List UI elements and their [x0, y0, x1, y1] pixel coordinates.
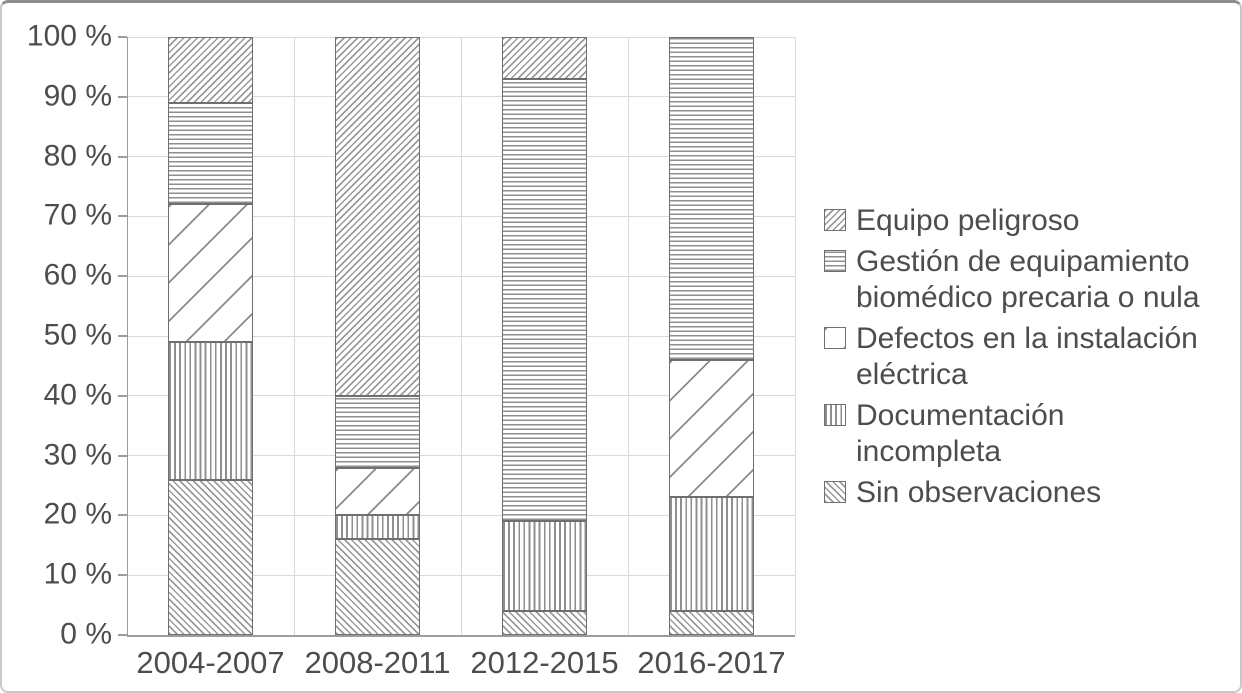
legend-item-gesti-n-de-equipamiento-biom-dico-precaria-o-nula: Gestión de equipamiento biomédico precari…	[824, 244, 1200, 316]
y-axis-tick	[118, 155, 127, 158]
legend-item-sin-observaciones: Sin observaciones	[824, 475, 1200, 511]
segment-documentaci-n-incompleta	[335, 515, 420, 540]
x-category-label: 2008-2011	[304, 645, 451, 680]
legend-item-defectos-en-la-instalaci-n-el-ctrica: Defectos en la instalación eléctrica	[824, 321, 1200, 393]
x-category-label: 2012-2015	[470, 645, 619, 680]
segment-defectos-en-la-instalaci-n-el-ctrica	[168, 204, 253, 342]
legend-label: Equipo peligroso	[856, 204, 1080, 237]
legend-swatch-diag-up-fine-icon	[824, 209, 846, 231]
y-tick-label: 60 %	[43, 258, 112, 292]
legend-label: Documentación incompleta	[856, 399, 1065, 468]
y-axis-tick	[118, 454, 127, 457]
segment-documentaci-n-incompleta	[669, 497, 754, 612]
segment-sin-observaciones	[669, 611, 754, 635]
y-tick-label: 100 %	[26, 19, 112, 53]
segment-defectos-en-la-instalaci-n-el-ctrica	[669, 359, 754, 498]
y-axis-line	[127, 37, 128, 635]
y-tick-label: 30 %	[43, 437, 112, 471]
segment-documentaci-n-incompleta	[168, 342, 253, 480]
legend-swatch-diag-down-fine-icon	[824, 481, 846, 503]
y-tick-label: 0 %	[60, 617, 112, 651]
bar-2012-2015	[502, 37, 587, 635]
segment-sin-observaciones	[168, 479, 253, 635]
v-gridline	[293, 37, 295, 635]
legend-label: Gestión de equipamiento biomédico precari…	[856, 245, 1200, 314]
y-axis-tick	[118, 634, 127, 636]
y-axis-tick	[118, 335, 127, 337]
x-category-label: 2004-2007	[136, 645, 285, 680]
y-tick-label: 20 %	[43, 497, 112, 531]
bar-2004-2007	[168, 37, 253, 635]
segment-documentaci-n-incompleta	[502, 521, 587, 612]
legend-swatch-horizontal-icon	[824, 250, 846, 272]
legend-item-equipo-peligroso: Equipo peligroso	[824, 203, 1200, 239]
y-axis-tick	[118, 275, 127, 278]
y-tick-label: 40 %	[43, 378, 112, 412]
y-tick-label: 90 %	[43, 79, 112, 113]
y-axis-tick	[118, 574, 127, 577]
legend-label: Sin observaciones	[856, 476, 1102, 509]
legend-item-documentaci-n-incompleta: Documentación incompleta	[824, 398, 1200, 470]
bar-2008-2011	[335, 37, 420, 635]
legend-label: Defectos en la instalación eléctrica	[856, 322, 1198, 391]
segment-sin-observaciones	[502, 611, 587, 635]
v-gridline	[794, 37, 796, 635]
y-axis-tick	[118, 36, 127, 38]
legend-swatch-diag-up-wide-icon	[824, 327, 846, 349]
segment-defectos-en-la-instalaci-n-el-ctrica	[335, 467, 420, 516]
segment-equipo-peligroso	[502, 37, 587, 79]
segment-equipo-peligroso	[335, 37, 420, 396]
segment-gesti-n-de-equipamiento-biom-dico-precaria-o-nula	[502, 78, 587, 522]
segment-sin-observaciones	[335, 539, 420, 635]
y-tick-label: 70 %	[43, 198, 112, 232]
y-axis-tick	[118, 215, 127, 218]
bar-2016-2017	[669, 37, 754, 635]
v-gridline	[460, 37, 462, 635]
y-tick-label: 50 %	[43, 318, 112, 352]
legend-swatch-vertical-icon	[824, 404, 846, 426]
segment-gesti-n-de-equipamiento-biom-dico-precaria-o-nula	[168, 102, 253, 205]
segment-gesti-n-de-equipamiento-biom-dico-precaria-o-nula	[669, 37, 754, 360]
x-axis-line	[127, 634, 795, 637]
legend: Equipo peligroso Gestión de equipamiento b…	[824, 203, 1200, 511]
x-category-label: 2016-2017	[637, 645, 786, 680]
segment-equipo-peligroso	[168, 37, 253, 103]
y-axis-tick	[118, 394, 127, 397]
y-axis-tick	[118, 95, 127, 98]
segment-gesti-n-de-equipamiento-biom-dico-precaria-o-nula	[335, 395, 420, 468]
y-tick-label: 10 %	[43, 557, 112, 591]
y-tick-label: 80 %	[43, 138, 112, 172]
v-gridline	[627, 37, 629, 635]
y-axis-tick	[118, 514, 127, 517]
